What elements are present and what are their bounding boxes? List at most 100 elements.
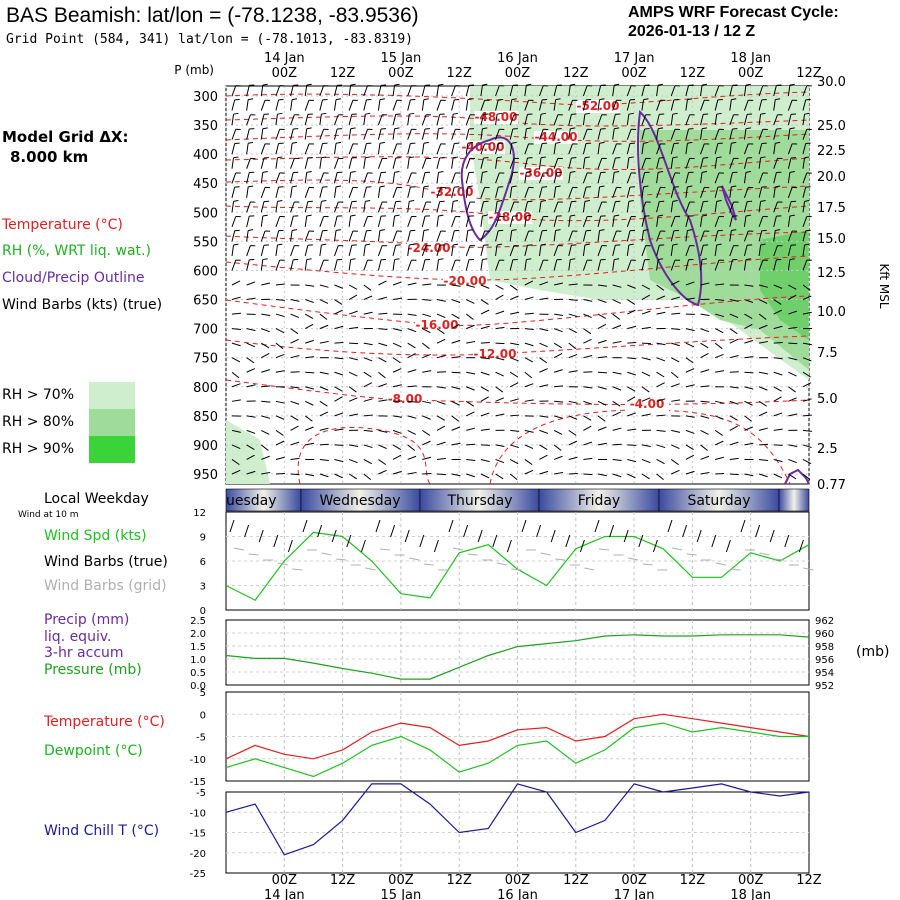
wind-barb <box>275 354 285 359</box>
wind-barb <box>407 353 416 359</box>
wind-barb <box>348 128 352 140</box>
wind-barb <box>583 299 593 302</box>
height-tick-label: 25.0 <box>817 119 846 134</box>
wind-barb <box>583 441 593 446</box>
wind-barb <box>378 357 387 363</box>
wind-barb <box>510 429 520 432</box>
wind-barb-grid <box>642 563 653 566</box>
wind-barb <box>788 413 798 417</box>
wind-barb-10m <box>419 534 425 548</box>
top-date-label: 18 Jan <box>730 51 771 66</box>
wind-barb-grid <box>671 547 683 551</box>
pressure-tick-label: 800 <box>193 381 218 396</box>
wind-barb-grid <box>336 558 347 561</box>
wind-barb <box>641 473 650 480</box>
wind-barb <box>729 338 739 344</box>
wind-barb <box>275 85 281 97</box>
pressure-tick-label: 850 <box>193 410 218 425</box>
wind-barb <box>743 201 748 213</box>
wind-barb-feather <box>570 83 576 86</box>
wind-barb <box>670 357 680 363</box>
wind-barb <box>744 386 754 390</box>
wind-barb-grid <box>598 548 610 551</box>
wind-barb <box>334 245 339 257</box>
wind-barb <box>392 454 402 460</box>
pressure-tick-label: 950 <box>193 468 218 483</box>
wind-barb-feather <box>789 170 795 173</box>
wind-barb-feather <box>687 185 693 188</box>
wind-barb <box>670 85 676 97</box>
wind-barb-feather <box>467 229 473 231</box>
wind-barb-feather <box>394 258 400 261</box>
wind-barb <box>568 370 578 373</box>
temperature-contour-label: -48.00 <box>475 110 518 124</box>
wind-barb <box>319 201 322 213</box>
wind-barb <box>334 114 339 126</box>
wind-barb <box>758 186 763 198</box>
wind-barb <box>597 371 608 374</box>
wind-barb <box>348 85 352 97</box>
wind-barb <box>758 99 763 111</box>
wind-barb <box>407 415 417 419</box>
wind-barb <box>773 284 783 289</box>
pressure-tick-label: 350 <box>193 119 218 134</box>
dewpoint-label: Dewpoint (°C) <box>44 743 143 759</box>
wind-barb-10m <box>536 524 542 538</box>
wind-barb <box>246 143 249 155</box>
wind-barb <box>348 310 358 315</box>
wind-barb <box>553 353 563 359</box>
wind-barb <box>377 259 382 271</box>
wind-barb-feather <box>394 214 400 217</box>
wind-barb <box>422 354 431 359</box>
wind-barb <box>407 471 417 475</box>
height-tick-label: 22.5 <box>817 144 846 159</box>
wind-barb <box>788 397 797 402</box>
wind-barb <box>788 444 798 447</box>
wind-barb-10m <box>375 519 381 533</box>
top-date-label: 14 Jan <box>264 51 305 66</box>
wind-barb <box>377 114 383 126</box>
wind-barb-feather <box>306 127 312 130</box>
wind-barb <box>671 383 680 388</box>
wind-barb <box>729 313 739 319</box>
wind-barb <box>685 281 695 286</box>
wind-barb <box>597 339 607 344</box>
wind-barb <box>612 85 615 97</box>
wind-barb <box>480 284 490 289</box>
wind-barb <box>714 85 720 97</box>
wind-barb-feather <box>292 185 298 188</box>
wind-barb <box>758 201 762 213</box>
wind-barb <box>363 342 373 346</box>
temperature-contour-label: -24.00 <box>408 241 451 255</box>
wind-barb <box>348 245 353 257</box>
wind-barb <box>509 259 514 271</box>
wind-barb <box>671 429 681 433</box>
wind-barb <box>378 429 388 433</box>
wind-barb <box>524 259 527 271</box>
wind-barb <box>612 411 621 417</box>
contour-label-bg <box>383 393 427 406</box>
wind-barb <box>626 172 632 184</box>
wind-barb <box>305 371 315 374</box>
wind-barb-feather <box>526 83 532 86</box>
wind-barb <box>290 172 294 184</box>
wind-barb <box>773 230 776 242</box>
wind-barb-feather <box>306 258 312 261</box>
panel-y-tick: 3 <box>200 582 206 593</box>
wind-barb <box>466 458 476 462</box>
wind-barb <box>524 100 530 111</box>
pressure-tick-label: 900 <box>193 439 218 454</box>
wind-barb <box>260 215 264 227</box>
wind-barb-grid <box>628 557 639 561</box>
wind-barb <box>656 459 665 465</box>
wind-barb <box>451 259 456 271</box>
wind-barb <box>378 383 388 388</box>
wind-barb <box>641 114 647 126</box>
wind-barb-feather <box>760 112 766 115</box>
wind-barb <box>554 471 564 475</box>
wind-barb <box>656 230 661 242</box>
wind-barb-feather <box>731 229 737 231</box>
wind-barb <box>524 215 527 227</box>
model-grid-label: Model Grid ΔX: <box>2 128 129 146</box>
wind-barb <box>641 444 651 447</box>
